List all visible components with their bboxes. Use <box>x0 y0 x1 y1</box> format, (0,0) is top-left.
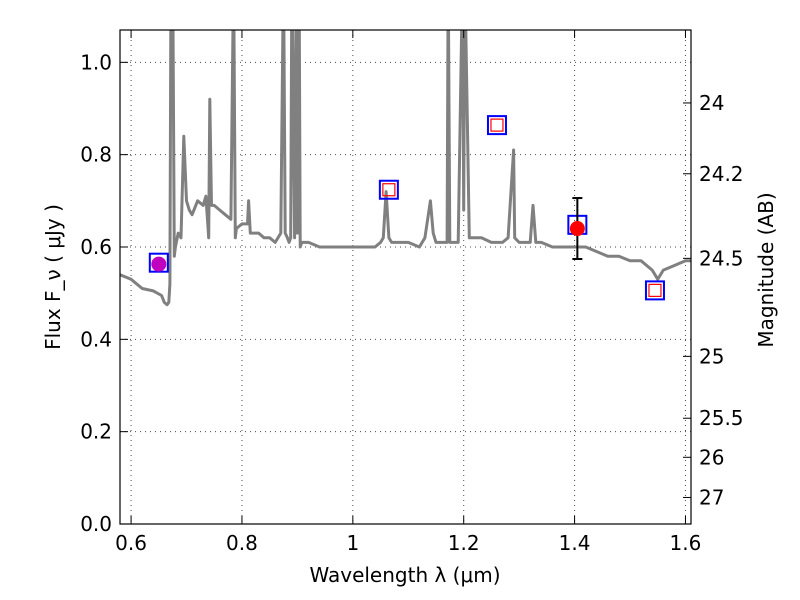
y-tick-label: 1.0 <box>80 50 112 74</box>
plot-marks <box>120 30 691 307</box>
y-tick-label: 0.0 <box>80 512 112 536</box>
model-flux-square <box>378 179 399 200</box>
right-tick-label: 25.5 <box>699 406 744 430</box>
model-flux-square <box>148 252 169 273</box>
y-tick-label: 0.8 <box>80 143 112 167</box>
measured-flux-point <box>151 256 167 272</box>
y-tick-label: 0.6 <box>80 235 112 259</box>
model-flux-square <box>486 115 507 136</box>
right-tick-label: 24.2 <box>699 162 744 186</box>
x-tick-label: 1.4 <box>559 531 591 555</box>
upper-limit-square <box>382 183 396 197</box>
grid-lines <box>120 30 691 524</box>
x-tick-label: 1.6 <box>670 531 702 555</box>
right-tick-label: 27 <box>699 485 724 509</box>
x-tick-label: 0.6 <box>115 531 147 555</box>
x-tick-label: 1.2 <box>448 531 480 555</box>
x-tick-label: 1 <box>346 531 359 555</box>
right-tick-label: 26 <box>699 445 724 469</box>
right-tick-label: 25 <box>699 344 724 368</box>
spectrum-line <box>120 30 691 307</box>
model-flux-square <box>644 280 665 301</box>
upper-limit-square <box>490 118 504 132</box>
measured-flux-point <box>569 221 585 237</box>
right-axis-label: Magnitude (AB) <box>754 192 778 347</box>
y-axis-label: Flux F_ν ( μJy ) <box>41 204 65 350</box>
upper-limit-square <box>648 283 662 297</box>
x-tick-label: 0.8 <box>226 531 258 555</box>
plot-frame <box>119 29 692 525</box>
y-tick-label: 0.2 <box>80 420 112 444</box>
axis-ticks: 0.6 0.8 1 1.2 1.4 1.6 0.0 0.2 0.4 0.6 0.8 1.0 24 24.2… <box>80 30 744 555</box>
right-tick-label: 24 <box>699 91 724 115</box>
y-tick-label: 0.4 <box>80 327 112 351</box>
plot-background <box>120 30 691 524</box>
right-tick-label: 24.5 <box>699 246 744 270</box>
x-axis-label: Wavelength λ (μm) <box>309 563 500 587</box>
